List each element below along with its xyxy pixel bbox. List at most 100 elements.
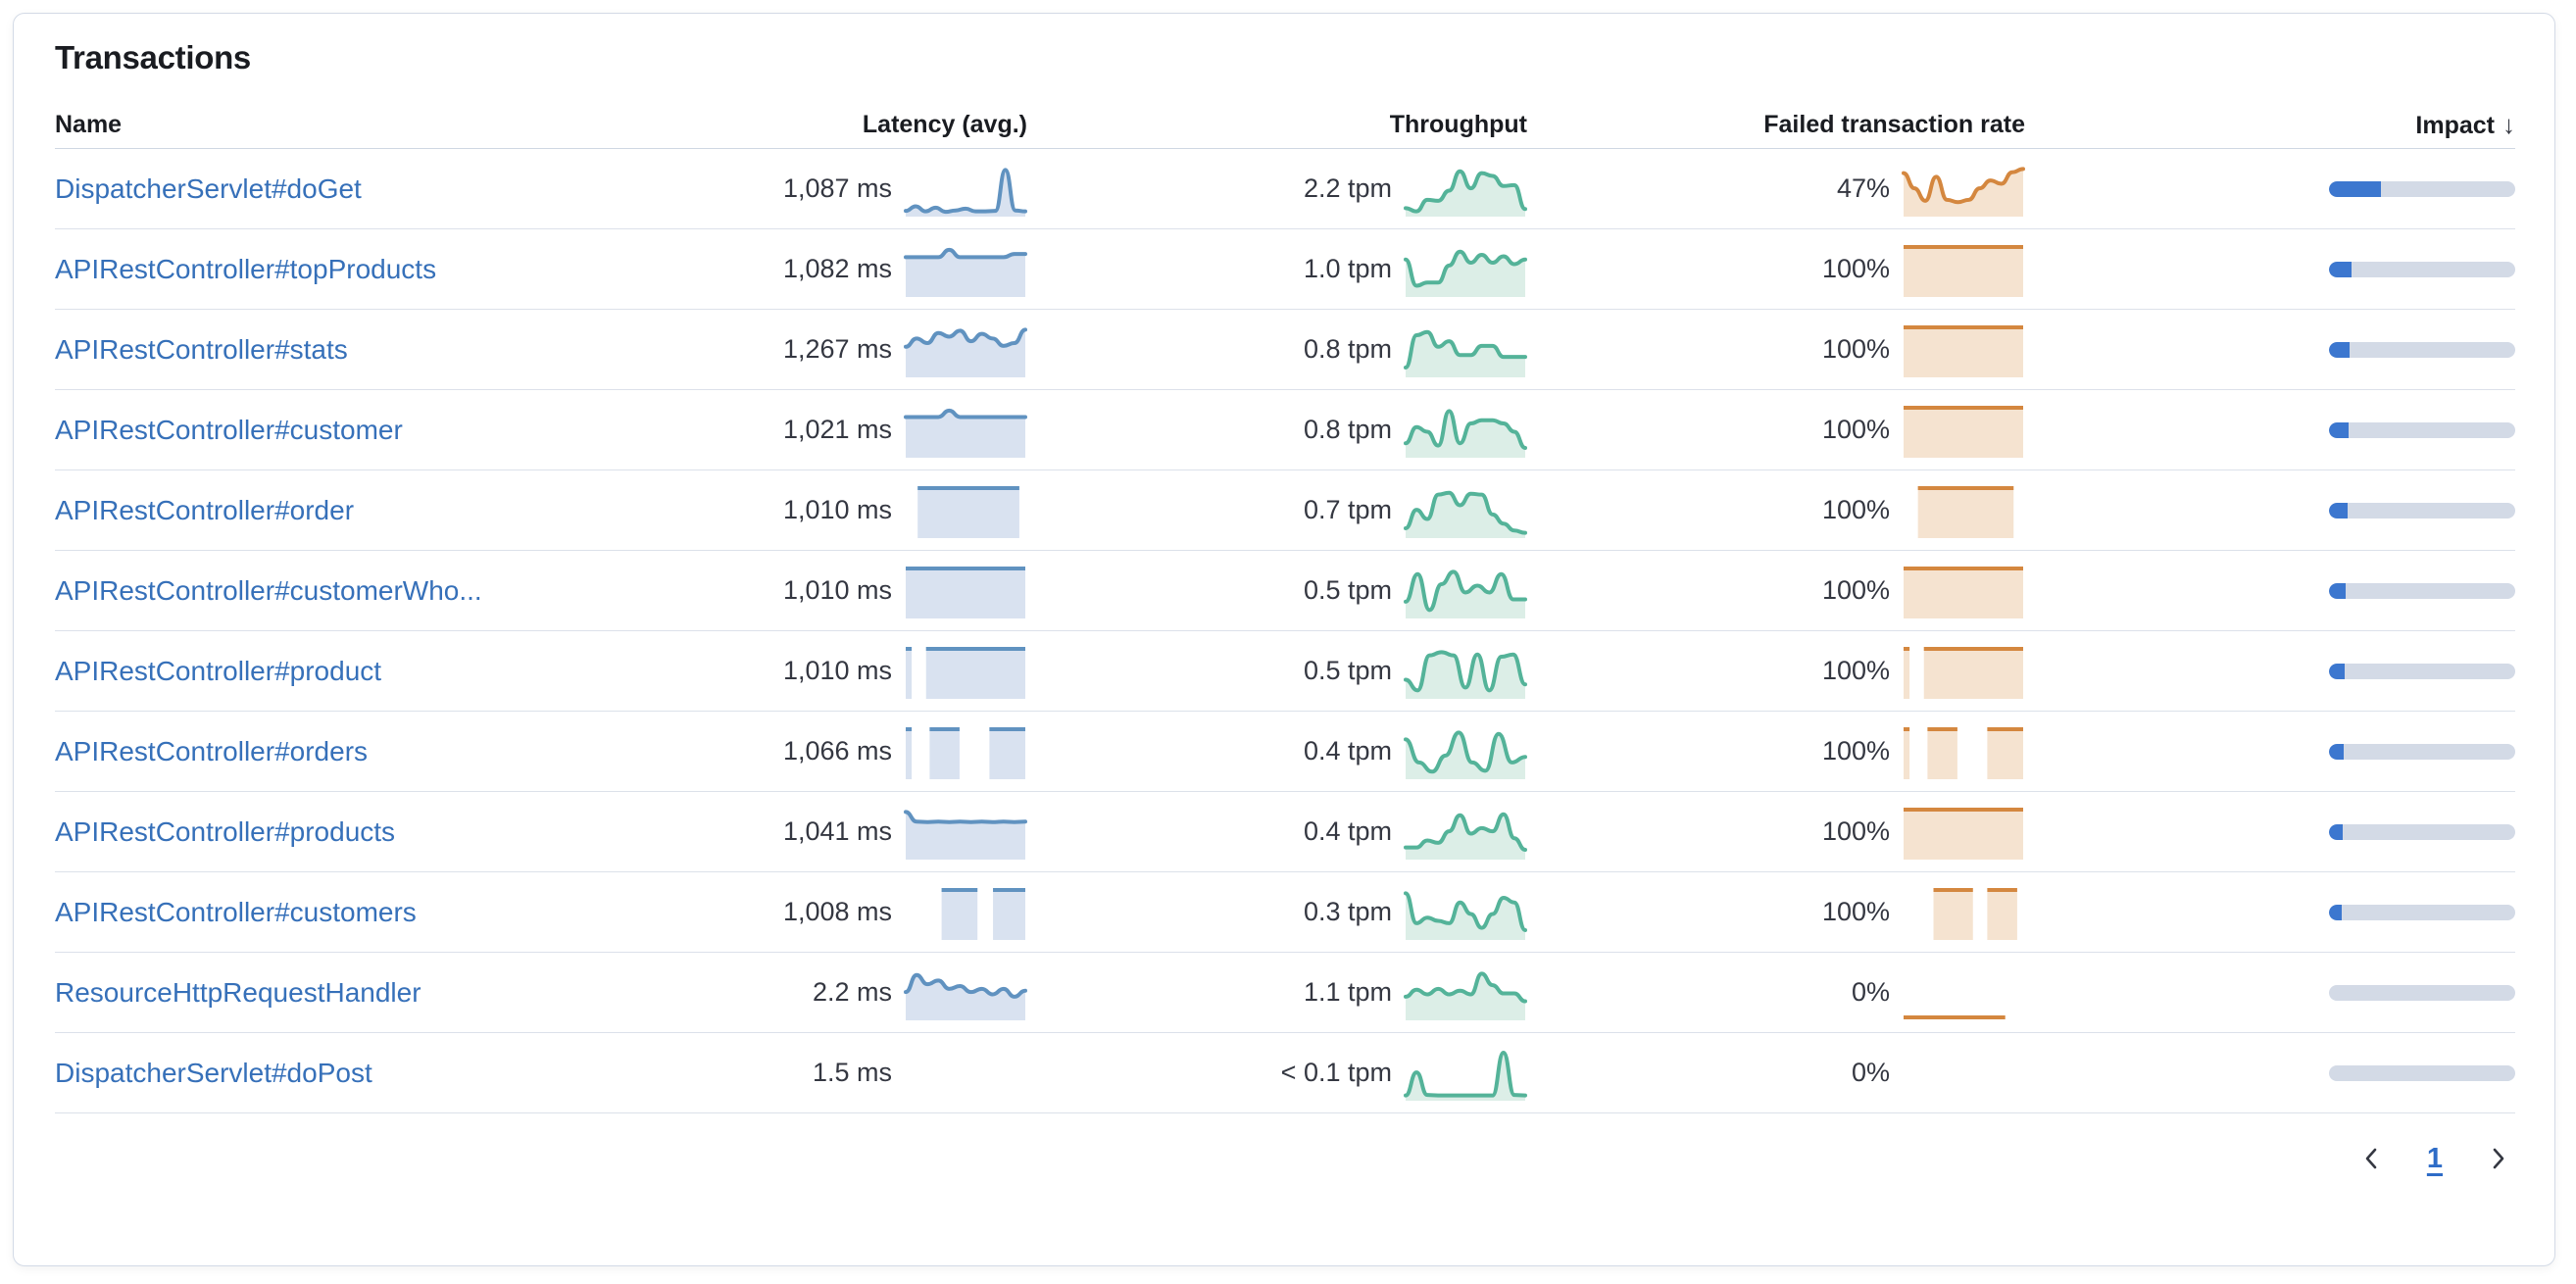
col-header-impact[interactable]: Impact ↓: [2415, 110, 2515, 139]
latency-sparkline: [904, 724, 1027, 779]
transaction-link[interactable]: APIRestController#order: [55, 494, 355, 525]
impact-bar-track: [2329, 582, 2515, 599]
table-row: ResourceHttpRequestHandler 2.2 ms 1.1 tp…: [55, 953, 2515, 1033]
impact-bar-track: [2329, 663, 2515, 679]
impact-bar-fill: [2329, 743, 2345, 760]
latency-value: 1,082 ms: [782, 254, 892, 283]
latency-value: 1,087 ms: [782, 173, 892, 203]
throughput-value: 0.8 tpm: [1303, 415, 1392, 444]
throughput-sparkline: [1404, 403, 1527, 458]
impact-bar-track: [2329, 261, 2515, 277]
transactions-panel: Transactions Name Latency (avg.) Through…: [13, 13, 2555, 1266]
failed-rate-sparkline: [1902, 322, 2025, 377]
latency-value: 2.2 ms: [812, 977, 892, 1007]
page-1-link[interactable]: 1: [2426, 1142, 2443, 1174]
latency-sparkline: [904, 162, 1027, 217]
table-row: APIRestController#customers 1,008 ms 0.3…: [55, 872, 2515, 953]
latency-sparkline: [904, 322, 1027, 377]
table-row: APIRestController#order 1,010 ms 0.7 tpm…: [55, 470, 2515, 551]
failed-rate-value: 100%: [1821, 415, 1890, 444]
throughput-value: < 0.1 tpm: [1280, 1058, 1392, 1087]
transaction-link[interactable]: ResourceHttpRequestHandler: [55, 976, 421, 1008]
latency-sparkline: [904, 805, 1027, 860]
table-row: APIRestController#product 1,010 ms 0.5 t…: [55, 631, 2515, 712]
impact-bar-fill: [2329, 421, 2349, 438]
col-header-throughput: Throughput: [1389, 111, 1527, 138]
latency-value: 1,041 ms: [782, 816, 892, 846]
table-row: APIRestController#topProducts 1,082 ms 1…: [55, 229, 2515, 310]
throughput-value: 0.5 tpm: [1303, 575, 1392, 605]
impact-bar-fill: [2329, 180, 2382, 197]
chevron-right-icon: [2493, 1148, 2504, 1169]
transaction-link[interactable]: APIRestController#product: [55, 655, 382, 686]
table-header: Name Latency (avg.) Throughput Failed tr…: [55, 102, 2515, 149]
throughput-sparkline: [1404, 965, 1527, 1020]
latency-value: 1,008 ms: [782, 897, 892, 926]
failed-rate-sparkline: [1902, 403, 2025, 458]
latency-value: 1,010 ms: [782, 656, 892, 685]
failed-rate-sparkline: [1902, 564, 2025, 618]
next-page-button[interactable]: [2482, 1142, 2515, 1175]
transaction-link[interactable]: APIRestController#customerWho...: [55, 574, 482, 606]
impact-bar-track: [2329, 341, 2515, 358]
throughput-value: 2.2 tpm: [1303, 173, 1392, 203]
latency-sparkline: [904, 885, 1027, 940]
impact-bar-track: [2329, 984, 2515, 1001]
throughput-value: 0.4 tpm: [1303, 816, 1392, 846]
throughput-value: 0.5 tpm: [1303, 656, 1392, 685]
impact-bar-fill: [2329, 582, 2347, 599]
throughput-value: 1.0 tpm: [1303, 254, 1392, 283]
latency-value: 1,010 ms: [782, 575, 892, 605]
transaction-link[interactable]: APIRestController#stats: [55, 333, 348, 365]
latency-value: 1,010 ms: [782, 495, 892, 524]
failed-rate-value: 100%: [1821, 254, 1890, 283]
failed-rate-value: 100%: [1821, 334, 1890, 364]
col-header-latency: Latency (avg.): [862, 111, 1027, 138]
failed-rate-value: 100%: [1821, 816, 1890, 846]
table-row: APIRestController#orders 1,066 ms 0.4 tp…: [55, 712, 2515, 792]
latency-sparkline: [904, 483, 1027, 538]
throughput-sparkline: [1404, 162, 1527, 217]
impact-bar-track: [2329, 1064, 2515, 1081]
failed-rate-sparkline: [1902, 885, 2025, 940]
transaction-link[interactable]: APIRestController#products: [55, 815, 396, 847]
table-body: DispatcherServlet#doGet 1,087 ms 2.2 tpm…: [55, 149, 2515, 1113]
failed-rate-sparkline: [1902, 242, 2025, 297]
table-row: APIRestController#customer 1,021 ms 0.8 …: [55, 390, 2515, 470]
panel-title: Transactions: [55, 39, 251, 75]
transaction-link[interactable]: APIRestController#customers: [55, 896, 417, 927]
impact-bar-fill: [2329, 663, 2346, 679]
transaction-link[interactable]: APIRestController#customer: [55, 414, 403, 445]
impact-bar-track: [2329, 823, 2515, 840]
impact-bar-fill: [2329, 904, 2343, 920]
throughput-sparkline: [1404, 885, 1527, 940]
transaction-link[interactable]: APIRestController#orders: [55, 735, 369, 766]
table-row: APIRestController#products 1,041 ms 0.4 …: [55, 792, 2515, 872]
transaction-link[interactable]: DispatcherServlet#doPost: [55, 1057, 372, 1088]
throughput-sparkline: [1404, 724, 1527, 779]
transaction-link[interactable]: APIRestController#topProducts: [55, 253, 437, 284]
table-row: DispatcherServlet#doGet 1,087 ms 2.2 tpm…: [55, 149, 2515, 229]
latency-value: 1,066 ms: [782, 736, 892, 765]
failed-rate-sparkline: [1902, 805, 2025, 860]
failed-rate-value: 0%: [1851, 977, 1890, 1007]
latency-sparkline: [904, 242, 1027, 297]
failed-rate-sparkline: [1902, 724, 2025, 779]
impact-bar-track: [2329, 904, 2515, 920]
prev-page-button[interactable]: [2354, 1142, 2388, 1175]
throughput-sparkline: [1404, 322, 1527, 377]
throughput-sparkline: [1404, 564, 1527, 618]
latency-sparkline: [904, 403, 1027, 458]
latency-value: 1,021 ms: [782, 415, 892, 444]
impact-bar-track: [2329, 180, 2515, 197]
latency-sparkline: [904, 1046, 1027, 1101]
throughput-sparkline: [1404, 242, 1527, 297]
transaction-link[interactable]: DispatcherServlet#doGet: [55, 173, 362, 204]
failed-rate-sparkline: [1902, 965, 2025, 1020]
impact-bar-track: [2329, 421, 2515, 438]
throughput-value: 1.1 tpm: [1303, 977, 1392, 1007]
throughput-sparkline: [1404, 1046, 1527, 1101]
pagination: 1: [55, 1131, 2515, 1186]
chevron-left-icon: [2365, 1148, 2377, 1169]
failed-rate-value: 100%: [1821, 897, 1890, 926]
